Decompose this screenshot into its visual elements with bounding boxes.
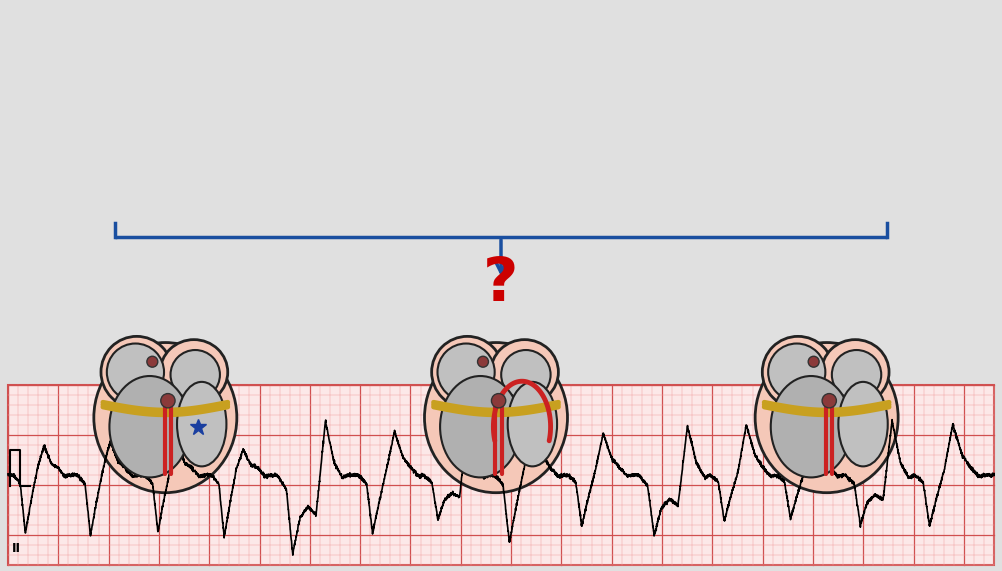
Ellipse shape: [432, 336, 503, 408]
Ellipse shape: [756, 343, 898, 493]
Ellipse shape: [491, 340, 558, 405]
Ellipse shape: [438, 344, 495, 401]
Text: II: II: [12, 542, 21, 555]
Ellipse shape: [822, 340, 889, 405]
Bar: [8, 385, 994, 565]
Ellipse shape: [771, 376, 852, 477]
Ellipse shape: [832, 350, 881, 400]
Circle shape: [822, 393, 837, 408]
Ellipse shape: [94, 343, 236, 493]
Ellipse shape: [101, 336, 172, 408]
Text: ?: ?: [483, 255, 519, 314]
Ellipse shape: [170, 350, 219, 400]
Ellipse shape: [107, 344, 164, 401]
Circle shape: [147, 356, 157, 367]
Ellipse shape: [425, 343, 567, 493]
Ellipse shape: [839, 382, 888, 467]
Circle shape: [809, 356, 819, 367]
Ellipse shape: [763, 336, 834, 408]
Circle shape: [478, 356, 488, 367]
Circle shape: [160, 393, 175, 408]
Circle shape: [491, 393, 506, 408]
Ellipse shape: [508, 382, 557, 467]
Ellipse shape: [440, 376, 521, 477]
Ellipse shape: [177, 382, 226, 467]
Ellipse shape: [769, 344, 826, 401]
Ellipse shape: [501, 350, 550, 400]
Ellipse shape: [109, 376, 190, 477]
Ellipse shape: [160, 340, 227, 405]
